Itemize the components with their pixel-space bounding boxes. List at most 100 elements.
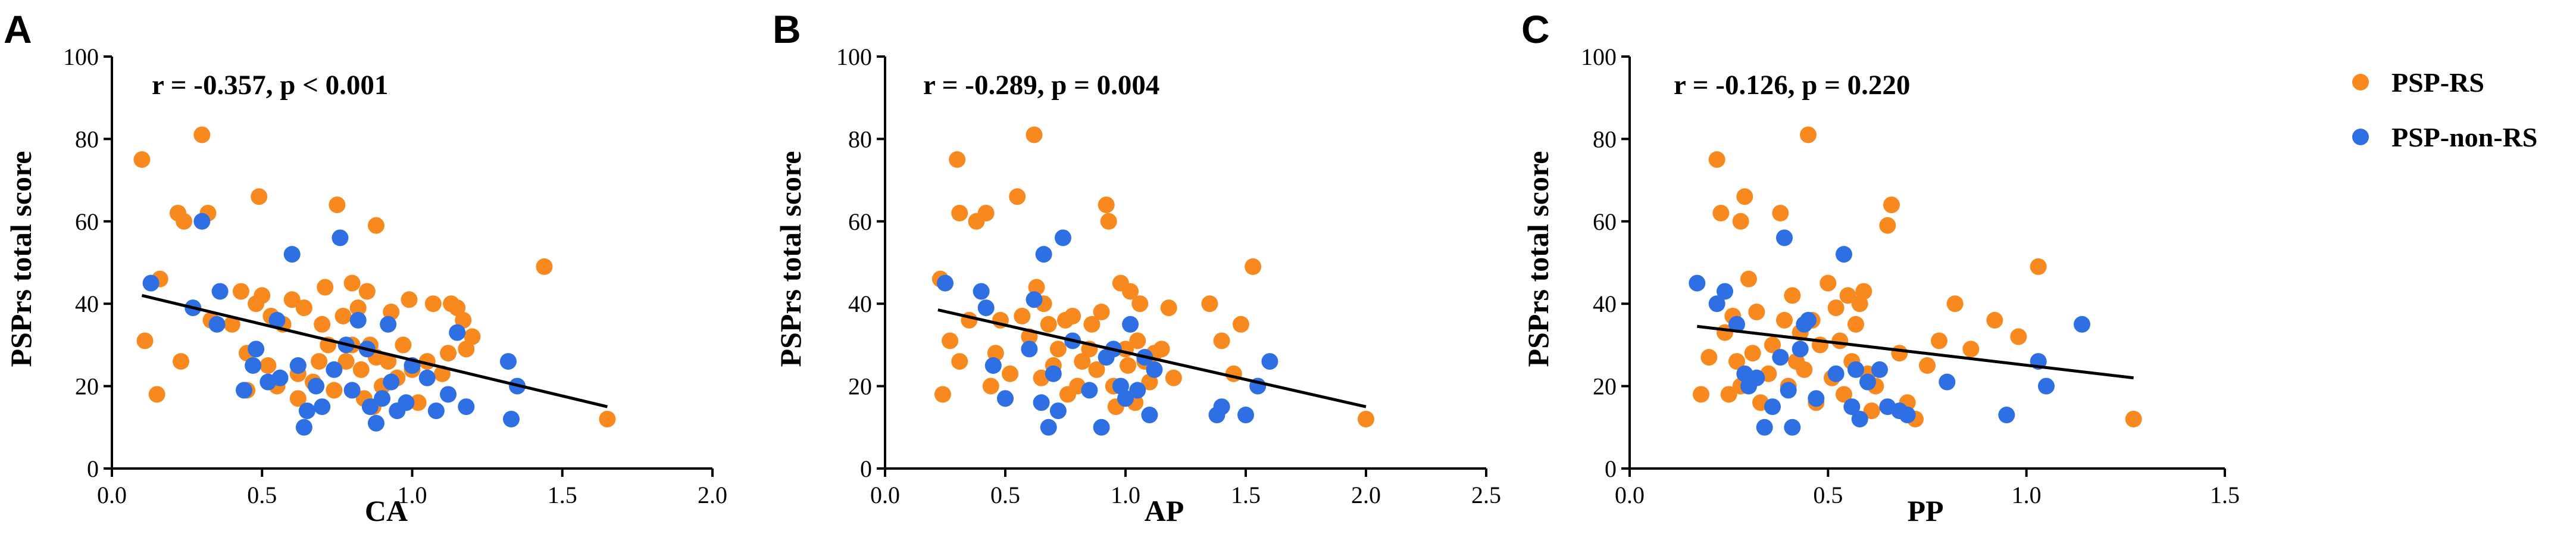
panel-c-point-psp-rs (1891, 345, 1908, 362)
panel-a-point-psp-non-rs (314, 398, 331, 416)
panel-c-point-psp-non-rs (1800, 311, 1817, 329)
panel-b-point-psp-rs (951, 204, 968, 221)
panel-a-point-psp-non-rs (235, 382, 252, 399)
panel-c-point-psp-non-rs (1859, 373, 1876, 391)
panel-b-y-tick-label: 20 (848, 373, 872, 400)
panel-b-point-psp-rs (1358, 410, 1374, 427)
panel-b-y-tick-label: 0 (860, 455, 872, 482)
panel-b-point-psp-non-rs (1021, 341, 1038, 358)
panel-c-point-psp-non-rs (1851, 410, 1868, 427)
panel-b-point-psp-rs (1122, 283, 1139, 300)
panel-c-point-psp-rs (1740, 270, 1757, 288)
panel-c-point-psp-rs (1863, 402, 1880, 420)
panel-a-point-psp-rs (311, 353, 328, 370)
panel-a-point-psp-non-rs (208, 316, 226, 333)
panel-b-point-psp-rs (1074, 353, 1091, 370)
panel-a-point-psp-rs (380, 353, 397, 370)
panel-c-point-psp-rs (1720, 386, 1737, 403)
panel-b-point-psp-rs (1026, 126, 1043, 143)
panel-b-letter: B (773, 7, 801, 51)
panel-c-point-psp-non-rs (1899, 407, 1916, 424)
panel-a-point-psp-non-rs (332, 229, 349, 246)
panel-c-point-psp-non-rs (1808, 390, 1825, 407)
panel-a-point-psp-rs (599, 410, 616, 427)
panel-a-point-psp-non-rs (211, 283, 229, 300)
panel-b-x-tick-label: 0.0 (870, 482, 900, 508)
panel-a-point-psp-rs (289, 390, 307, 407)
panel-c-point-psp-non-rs (1708, 295, 1725, 313)
panel-b-point-psp-rs (1098, 196, 1115, 214)
panel-a-point-psp-non-rs (268, 311, 286, 329)
panel-b-point-psp-rs (1002, 365, 1019, 382)
panel-c-x-tick-label: 1.5 (2210, 482, 2240, 508)
panel-a-point-psp-rs (464, 328, 481, 345)
panel-a-y-tick-label: 60 (75, 208, 99, 235)
panel-c-point-psp-non-rs (1776, 229, 1793, 246)
panel-a-point-psp-rs (223, 316, 240, 333)
panel-c-point-psp-rs (1879, 217, 1896, 234)
panel-b-point-psp-non-rs (984, 357, 1002, 374)
panel-c-point-psp-non-rs (1843, 398, 1861, 416)
panel-c-point-psp-non-rs (1792, 341, 1809, 358)
panel-a-point-psp-rs (455, 311, 472, 329)
panel-c-point-psp-non-rs (1998, 407, 2015, 424)
panel-a-point-psp-non-rs (193, 213, 211, 230)
panel-c-y-axis-title: PSPrs total score (1521, 151, 1555, 367)
panel-a-point-psp-rs (352, 361, 370, 378)
panel-a-y-axis-title: PSPrs total score (4, 151, 37, 367)
legend-swatch-psp-non-rs (2352, 129, 2369, 145)
panel-c-point-psp-non-rs (1939, 373, 1956, 391)
panel-a-point-psp-rs (326, 382, 343, 399)
panel-b-x-axis-title: AP (1145, 494, 1184, 527)
panel-a-point-psp-non-rs (449, 324, 466, 341)
panel-c-point-psp-rs (1776, 311, 1793, 329)
panel-c-point-psp-rs (1728, 353, 1745, 370)
panel-b-point-psp-rs (942, 332, 959, 349)
panel-a-point-psp-rs (251, 188, 268, 205)
panel-a-point-psp-rs (176, 213, 193, 230)
panel-b-regression-line (937, 308, 1367, 408)
panel-a-point-psp-non-rs (343, 382, 361, 399)
panel-c-point-psp-rs (1831, 332, 1849, 349)
panel-c-point-psp-rs (1986, 311, 2003, 329)
panel-b-point-psp-non-rs (997, 390, 1014, 407)
panel-c-point-psp-rs (1693, 386, 1709, 403)
panel-c-x-axis-title: PP (1907, 494, 1943, 527)
panel-c-point-psp-rs (2125, 410, 2142, 427)
panel-b-point-psp-rs (1160, 299, 1177, 317)
panel-c-point-psp-rs (1708, 151, 1725, 168)
panel-c-point-psp-rs (1784, 287, 1801, 304)
panel-b-point-psp-rs (1153, 341, 1170, 358)
panel-a-y-tick-label: 0 (87, 455, 99, 482)
panel-a-point-psp-rs (367, 217, 384, 234)
panel-a-point-psp-non-rs (283, 246, 301, 263)
panel-c-point-psp-non-rs (1827, 365, 1845, 382)
panel-b-x-tick-label: 2.0 (1351, 482, 1381, 508)
panel-b-point-psp-rs (1201, 295, 1218, 313)
panel-c-y-tick-label: 20 (1593, 373, 1617, 400)
panel-b-y-axis-title: PSPrs total score (774, 151, 807, 367)
panel-b-point-psp-non-rs (1040, 419, 1057, 436)
panel-a-point-psp-non-rs (367, 414, 384, 432)
panel-b-x-tick-label: 1.5 (1231, 482, 1261, 508)
panel-c-point-psp-non-rs (1780, 382, 1797, 399)
panel-a-point-psp-non-rs (289, 357, 307, 374)
panel-a-x-tick-label: 2.0 (698, 482, 727, 508)
panel-b-point-psp-rs (1131, 295, 1149, 313)
panel-b-point-psp-non-rs (1093, 419, 1110, 436)
panel-a-point-psp-non-rs (308, 377, 325, 395)
panel-c-regression-line (1697, 324, 2134, 380)
panel-b-point-psp-non-rs (1081, 382, 1098, 399)
panel-c-x-tick-label: 0.0 (1615, 482, 1645, 508)
panel-a-point-psp-rs (148, 386, 165, 403)
panel-a-point-psp-non-rs (440, 386, 457, 403)
panel-c-point-psp-rs (1732, 213, 1749, 230)
panel-a-point-psp-rs (401, 291, 418, 308)
panel-a-point-psp-non-rs (245, 357, 262, 374)
panel-a-point-psp-rs (358, 283, 376, 300)
panel-c-x-tick-label: 1.0 (2012, 482, 2042, 508)
panel-c-point-psp-rs (1772, 204, 1789, 221)
panel-a-point-psp-non-rs (427, 402, 445, 420)
panel-a-regression-line (141, 293, 608, 408)
panel-a-y-tick-label: 100 (63, 43, 99, 70)
